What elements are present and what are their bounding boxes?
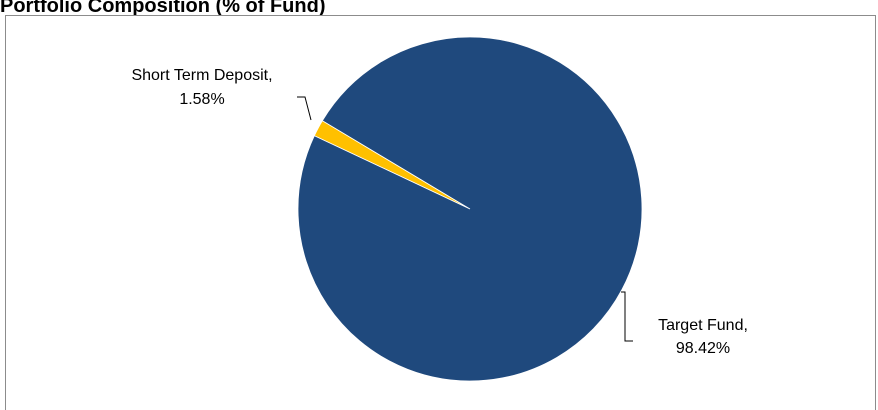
data-label-value: 1.58% <box>179 91 224 108</box>
data-label-category: Target Fund, <box>658 317 748 334</box>
data-labels: Short Term Deposit, 1.58% Target Fund, 98.4… <box>131 67 747 357</box>
data-label: Target Fund, 98.42% <box>658 317 748 357</box>
chart-title: Portfolio Composition (% of Fund) <box>0 0 326 17</box>
pie-slice-target-fund <box>297 36 643 382</box>
leader-line <box>297 96 312 121</box>
leader-lines <box>297 96 633 342</box>
data-label-category: Short Term Deposit, <box>131 67 272 84</box>
pie-slices <box>297 36 643 382</box>
data-label-value: 98.42% <box>676 340 730 357</box>
data-label: Short Term Deposit, 1.58% <box>131 67 272 108</box>
leader-line <box>621 291 633 342</box>
